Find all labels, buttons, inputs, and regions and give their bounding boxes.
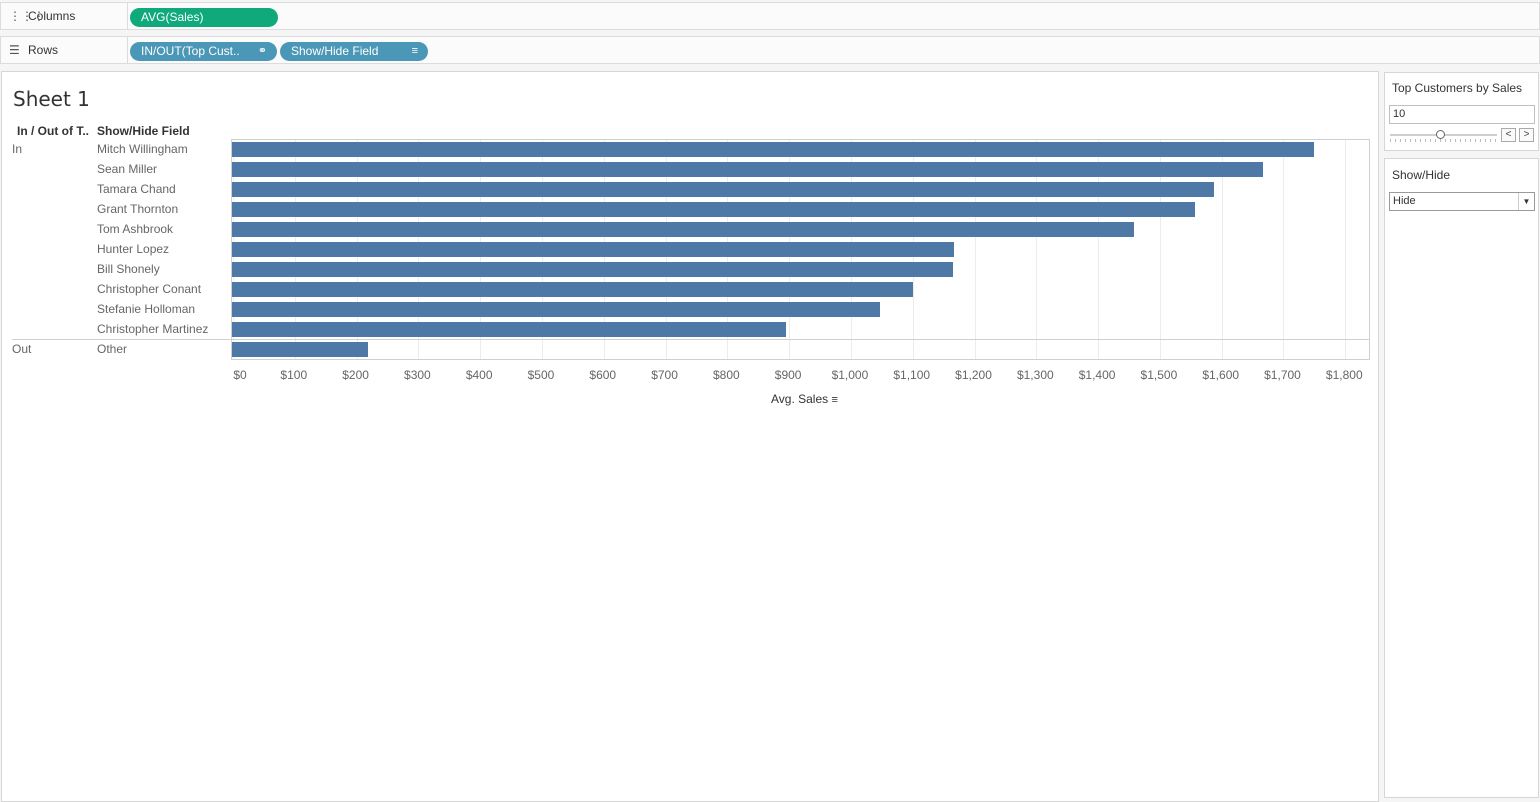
bar[interactable] bbox=[232, 262, 953, 277]
decrement-button[interactable]: < bbox=[1501, 128, 1516, 142]
top-customers-title: Top Customers by Sales bbox=[1392, 81, 1523, 95]
sheet-title: Sheet 1 bbox=[13, 87, 90, 111]
gridline bbox=[1283, 140, 1285, 359]
x-tick-label: $600 bbox=[589, 368, 617, 382]
bar[interactable] bbox=[232, 162, 1264, 177]
top-customers-input[interactable]: 10 bbox=[1389, 105, 1535, 124]
category-label[interactable]: Sean Miller bbox=[97, 162, 158, 176]
category-label[interactable]: Stefanie Holloman bbox=[97, 302, 196, 316]
category-label[interactable]: Bill Shonely bbox=[97, 262, 160, 276]
x-tick-label: $200 bbox=[342, 368, 369, 382]
category-label[interactable]: Tamara Chand bbox=[97, 182, 176, 196]
bar[interactable] bbox=[232, 342, 368, 357]
bar[interactable] bbox=[232, 242, 955, 257]
x-tick-label: $1,000 bbox=[831, 368, 869, 382]
sort-icon: ≡ bbox=[411, 45, 418, 57]
category-label[interactable]: Christopher Conant bbox=[97, 282, 202, 296]
show-hide-parameter: Show/Hide Hide ▼ bbox=[1384, 158, 1539, 798]
columns-shelf-label: ⋮⋮⋮ Columns bbox=[1, 3, 128, 29]
show-hide-dropdown[interactable]: Hide ▼ bbox=[1389, 192, 1535, 211]
x-tick-label: $1,300 bbox=[1016, 368, 1054, 382]
x-tick-label: $100 bbox=[280, 368, 308, 382]
category-label[interactable]: Mitch Willingham bbox=[97, 142, 188, 156]
bar[interactable] bbox=[232, 322, 786, 337]
gridline bbox=[1098, 140, 1100, 359]
sort-icon: ≡ bbox=[831, 394, 838, 406]
bar[interactable] bbox=[232, 282, 913, 297]
bar[interactable] bbox=[232, 302, 881, 317]
show-hide-selected: Hide bbox=[1393, 195, 1416, 207]
x-tick-label: $300 bbox=[404, 368, 431, 382]
x-tick-label: $1,800 bbox=[1325, 368, 1363, 382]
category-label[interactable]: Other bbox=[97, 342, 128, 356]
in-out-top-customers-pill[interactable]: IN/OUT(Top Cust.. ⚭ bbox=[130, 42, 277, 61]
x-tick-label: $900 bbox=[774, 368, 802, 382]
x-axis-title[interactable]: Avg. Sales ≡ bbox=[771, 392, 838, 406]
plot-group-separator bbox=[232, 339, 1369, 340]
gridline bbox=[974, 140, 976, 359]
bar[interactable] bbox=[232, 182, 1214, 197]
set-icon: ⚭ bbox=[257, 45, 267, 57]
x-axis-title-label: Avg. Sales bbox=[771, 392, 829, 406]
show-hide-title: Show/Hide bbox=[1392, 168, 1451, 182]
x-tick-label: $400 bbox=[465, 368, 493, 382]
columns-icon: ⋮⋮⋮ bbox=[9, 9, 45, 23]
rows-icon: ☰ bbox=[9, 43, 20, 57]
bar[interactable] bbox=[232, 142, 1314, 157]
name-column-header[interactable]: Show/Hide Field bbox=[97, 124, 190, 138]
x-tick-label: $700 bbox=[651, 368, 678, 382]
group-separator bbox=[12, 339, 232, 340]
x-tick-label: $1,500 bbox=[1140, 368, 1178, 382]
group-label[interactable]: In bbox=[12, 142, 23, 156]
in-out-pill-label: IN/OUT(Top Cust.. bbox=[141, 44, 240, 58]
slider-thumb[interactable] bbox=[1436, 130, 1445, 139]
bar-chart-plot bbox=[231, 139, 1370, 360]
avg-sales-pill-label: AVG(Sales) bbox=[141, 10, 204, 24]
columns-label: Columns bbox=[28, 9, 76, 23]
slider-ticks bbox=[1390, 139, 1497, 142]
gridline bbox=[1159, 140, 1161, 359]
rows-label: Rows bbox=[28, 43, 59, 57]
x-tick-label: $800 bbox=[712, 368, 740, 382]
category-label[interactable]: Tom Ashbrook bbox=[97, 222, 174, 236]
show-hide-pill-label: Show/Hide Field bbox=[291, 44, 379, 58]
bar[interactable] bbox=[232, 202, 1196, 217]
category-label[interactable]: Grant Thornton bbox=[97, 202, 179, 216]
gridline bbox=[1221, 140, 1223, 359]
columns-shelf: ⋮⋮⋮ Columns AVG(Sales) bbox=[0, 2, 1540, 30]
gridline bbox=[1036, 140, 1038, 359]
worksheet: Sheet 1 In / Out of T.. Show/Hide Field … bbox=[1, 71, 1379, 802]
x-tick-label: $1,400 bbox=[1078, 368, 1116, 382]
avg-sales-pill[interactable]: AVG(Sales) bbox=[130, 8, 278, 27]
x-tick-label: $1,100 bbox=[893, 368, 931, 382]
increment-button[interactable]: > bbox=[1519, 128, 1534, 142]
x-tick-label: $1,700 bbox=[1264, 368, 1301, 382]
show-hide-field-pill[interactable]: Show/Hide Field ≡ bbox=[280, 42, 428, 61]
x-tick-label: $1,600 bbox=[1202, 368, 1240, 382]
rows-shelf-label: ☰ Rows bbox=[1, 37, 128, 63]
category-label[interactable]: Christopher Martinez bbox=[97, 322, 209, 336]
gridline bbox=[1345, 140, 1347, 359]
top-customers-parameter: Top Customers by Sales 10 < > bbox=[1384, 72, 1539, 151]
bar[interactable] bbox=[232, 222, 1135, 237]
x-tick-label: $0 bbox=[233, 368, 247, 382]
rows-shelf: ☰ Rows IN/OUT(Top Cust.. ⚭ Show/Hide Fie… bbox=[0, 36, 1540, 64]
x-tick-label: $500 bbox=[527, 368, 555, 382]
group-label[interactable]: Out bbox=[12, 342, 32, 356]
group-column-header[interactable]: In / Out of T.. bbox=[17, 124, 89, 138]
x-tick-label: $1,200 bbox=[955, 368, 992, 382]
chevron-down-icon: ▼ bbox=[1518, 193, 1534, 210]
category-label[interactable]: Hunter Lopez bbox=[97, 242, 170, 256]
